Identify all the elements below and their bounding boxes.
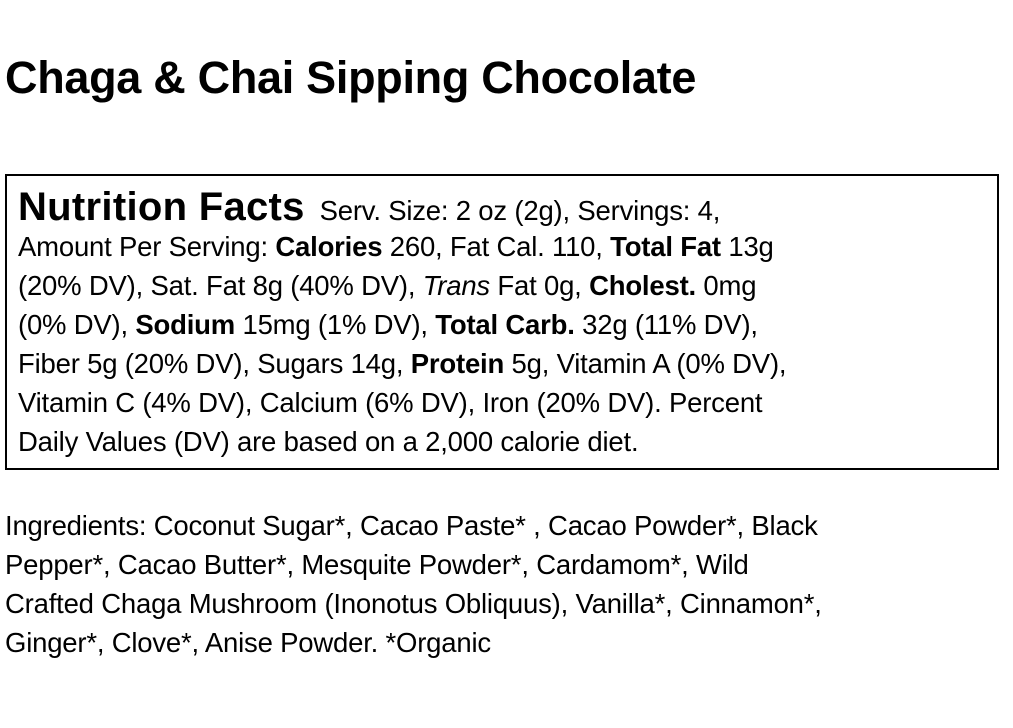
text-line: Pepper*, Cacao Butter*, Mesquite Powder*… xyxy=(5,545,822,584)
text-line: Ginger*, Clove*, Anise Powder. *Organic xyxy=(5,623,822,662)
text-segment: 0mg xyxy=(695,270,757,301)
text-segment: Trans xyxy=(422,270,490,301)
text-segment: 13g xyxy=(720,231,774,262)
text-segment: Ginger*, Clove*, Anise Powder. *Organic xyxy=(5,627,491,658)
text-line: (20% DV), Sat. Fat 8g (40% DV), Trans Fa… xyxy=(18,266,786,305)
nutrition-facts-text: Nutrition Facts Serv. Size: 2 oz (2g), S… xyxy=(18,185,787,461)
text-segment: 260, Fat Cal. 110, xyxy=(382,231,611,262)
text-segment: Vitamin C (4% DV), Calcium (6% DV), Iron… xyxy=(18,387,763,418)
text-segment: (20% DV), Sat. Fat 8g (40% DV), xyxy=(18,270,423,301)
text-segment: (0% DV), xyxy=(18,309,136,340)
text-line: Amount Per Serving: Calories 260, Fat Ca… xyxy=(18,227,786,266)
text-segment: Serv. Size: 2 oz (2g), Servings: 4, xyxy=(304,195,721,226)
text-segment: Fiber 5g (20% DV), Sugars 14g, xyxy=(18,348,411,379)
nutrient-label: Total Carb. xyxy=(435,309,575,340)
text-line: Vitamin C (4% DV), Calcium (6% DV), Iron… xyxy=(18,383,786,422)
text-line: Ingredients: Coconut Sugar*, Cacao Paste… xyxy=(5,506,822,545)
text-segment: Amount Per Serving: xyxy=(18,231,276,262)
nutrition-facts-heading: Nutrition Facts xyxy=(18,185,305,229)
text-segment: Ingredients: Coconut Sugar*, Cacao Paste… xyxy=(5,510,818,541)
text-segment: Daily Values (DV) are based on a 2,000 c… xyxy=(18,426,639,457)
text-line: Nutrition Facts Serv. Size: 2 oz (2g), S… xyxy=(18,185,786,229)
text-segment: Crafted Chaga Mushroom (Inonotus Obliquu… xyxy=(5,588,822,619)
text-segment: 15mg (1% DV), xyxy=(235,309,436,340)
text-line: Daily Values (DV) are based on a 2,000 c… xyxy=(18,422,786,461)
text-line: (0% DV), Sodium 15mg (1% DV), Total Carb… xyxy=(18,305,786,344)
product-title: Chaga & Chai Sipping Chocolate xyxy=(5,52,697,103)
nutrient-label: Calories xyxy=(275,231,383,262)
nutrient-label: Total Fat xyxy=(610,231,721,262)
text-segment: 32g (11% DV), xyxy=(574,309,758,340)
nutrition-facts-box: Nutrition Facts Serv. Size: 2 oz (2g), S… xyxy=(5,174,999,470)
text-segment: Pepper*, Cacao Butter*, Mesquite Powder*… xyxy=(5,549,749,580)
text-line: Crafted Chaga Mushroom (Inonotus Obliquu… xyxy=(5,584,822,623)
nutrient-label: Sodium xyxy=(135,309,236,340)
text-segment: Fat 0g, xyxy=(489,270,590,301)
text-segment: 5g, Vitamin A (0% DV), xyxy=(504,348,787,379)
ingredients-text: Ingredients: Coconut Sugar*, Cacao Paste… xyxy=(5,506,822,662)
nutrient-label: Protein xyxy=(410,348,505,379)
nutrient-label: Cholest. xyxy=(589,270,696,301)
text-line: Fiber 5g (20% DV), Sugars 14g, Protein 5… xyxy=(18,344,787,383)
